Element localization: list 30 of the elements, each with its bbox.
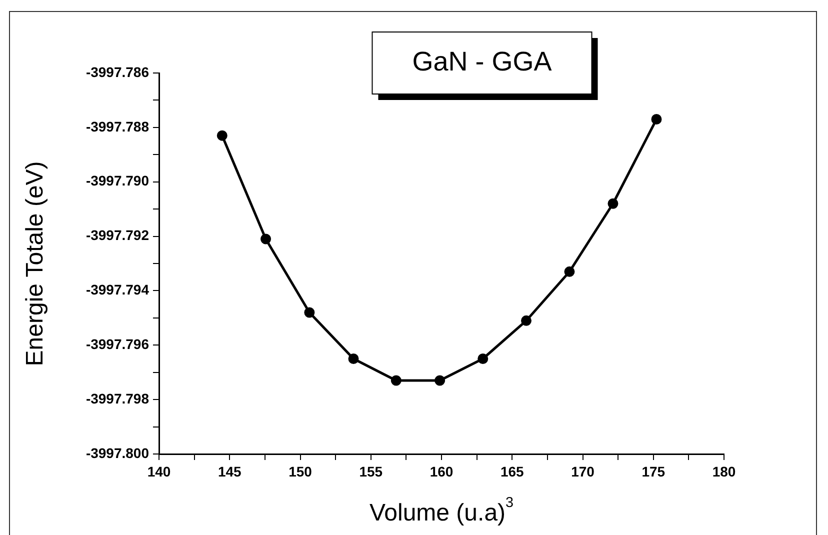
x-tick-label: 160 — [430, 463, 454, 480]
y-tick-label: -3997.798 — [86, 390, 150, 406]
x-tick-label: 155 — [359, 463, 383, 480]
point — [651, 114, 662, 125]
y-tick-label: -3997.788 — [86, 118, 150, 134]
y-tick-label: -3997.794 — [86, 282, 150, 298]
point — [304, 307, 315, 318]
y-tick-label: -3997.800 — [86, 444, 150, 461]
y-tick-label: -3997.790 — [86, 172, 150, 189]
point — [521, 315, 532, 326]
point — [390, 375, 402, 386]
x-tick-label: 165 — [500, 463, 524, 480]
x-tick-label: 180 — [712, 463, 736, 480]
y-tick-label: -3997.786 — [86, 64, 150, 80]
point — [478, 354, 488, 364]
x-tick-label: 175 — [642, 463, 666, 480]
point — [564, 266, 575, 277]
point — [608, 198, 618, 209]
y-tick-label: -3997.796 — [86, 336, 150, 352]
point — [260, 234, 272, 244]
chart-title: GaN - GGA — [412, 46, 552, 76]
point — [348, 354, 359, 364]
x-tick-label: 145 — [218, 463, 242, 480]
x-tick-label: 170 — [571, 463, 595, 480]
x-tick-label: 150 — [288, 463, 312, 480]
point — [434, 375, 446, 386]
x-tick-label: 140 — [147, 463, 171, 480]
point — [216, 130, 228, 141]
y-axis-title: Energie Totale (eV) — [22, 161, 49, 366]
y-tick-label: -3997.792 — [86, 227, 150, 244]
